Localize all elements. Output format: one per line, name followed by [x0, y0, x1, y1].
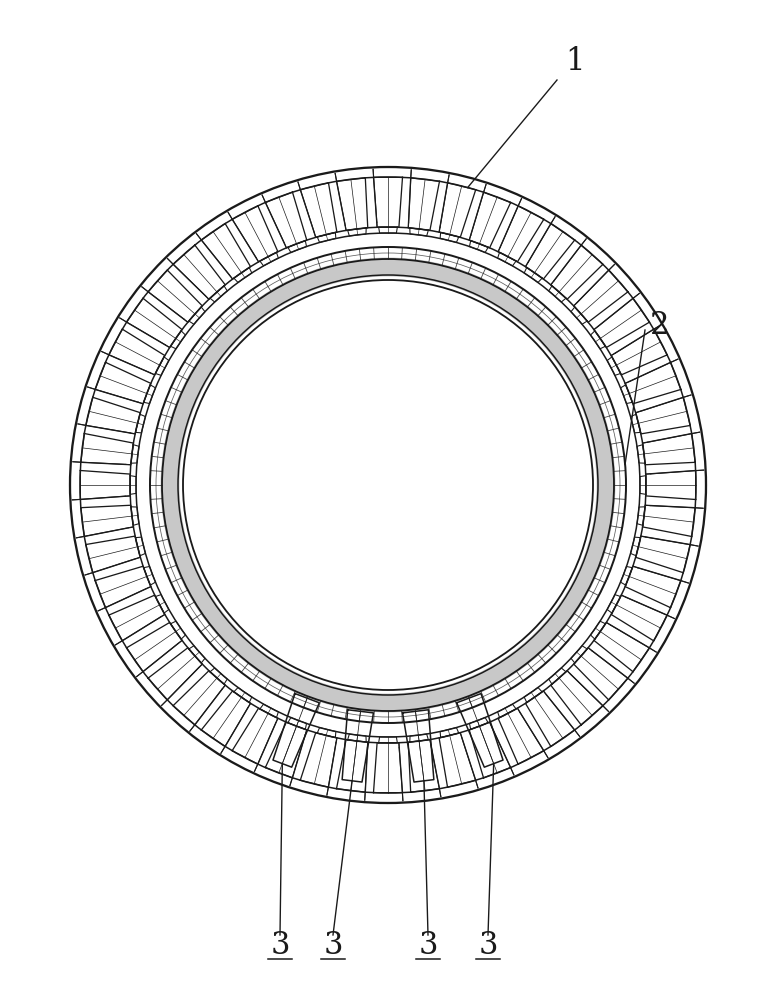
Text: 3: 3 — [271, 930, 290, 960]
Text: 3: 3 — [418, 930, 438, 960]
Text: 2: 2 — [651, 310, 669, 340]
Text: 3: 3 — [479, 930, 498, 960]
Text: 3: 3 — [323, 930, 343, 960]
Text: 1: 1 — [565, 46, 585, 78]
